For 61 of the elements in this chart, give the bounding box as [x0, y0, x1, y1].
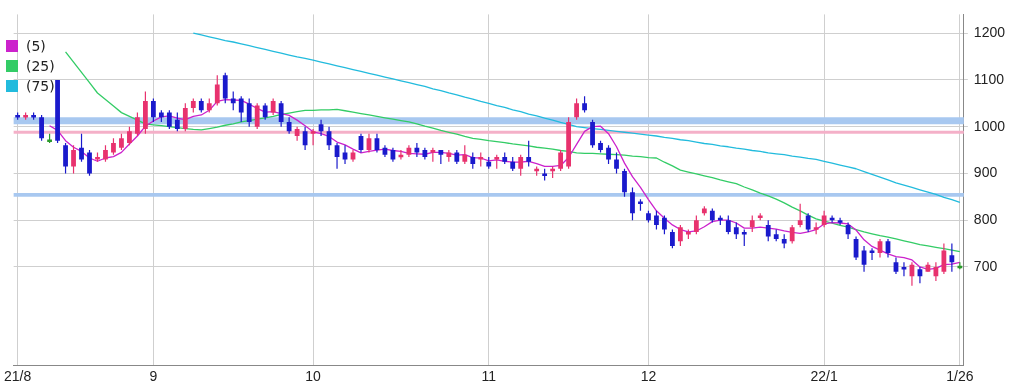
candlestick: [789, 224, 795, 245]
candlestick: [813, 221, 819, 235]
legend-label: (75): [26, 77, 55, 96]
candlestick: [127, 126, 132, 146]
candlestick: [837, 217, 843, 226]
candlestick: [230, 90, 236, 111]
candlestick: [662, 214, 667, 235]
candlestick: [765, 219, 771, 242]
candlestick: [590, 119, 595, 149]
y-tick-label: 700: [973, 257, 998, 274]
x-tick-label: 12: [640, 368, 657, 385]
candlestick: [518, 154, 524, 177]
candlestick: [614, 151, 619, 175]
candlestick: [166, 109, 172, 130]
candlestick: [949, 242, 955, 273]
candlestick: [63, 142, 68, 175]
candlestick: [278, 100, 284, 128]
candlestick: [805, 212, 811, 233]
candlestick: [174, 112, 180, 132]
y-tick-label: 900: [973, 164, 998, 181]
candlestick: [622, 168, 627, 198]
candlestick: [135, 112, 140, 137]
x-tick-label: 22/1: [810, 368, 838, 385]
y-tick-label: 1000: [973, 117, 1006, 134]
y-tick-label: 1200: [973, 23, 1006, 40]
candlestick: [87, 149, 92, 177]
candlestick: [150, 97, 156, 123]
candlestick: [693, 214, 699, 235]
legend-label: (25): [26, 57, 55, 76]
candlestick: [725, 214, 731, 235]
legend-label: (5): [26, 37, 46, 56]
candlestick: [574, 97, 579, 121]
x-tick-label: 11: [481, 368, 497, 385]
candlestick: [254, 102, 260, 130]
y-tick-label: 800: [973, 211, 998, 228]
candlestick: [79, 133, 84, 163]
candlestick: [526, 140, 532, 168]
x-tick-label: 10: [305, 368, 322, 385]
candlestick: [39, 114, 44, 142]
candlestick: [678, 224, 683, 247]
candlestick: [462, 144, 468, 165]
x-tick-label: 21/8: [4, 368, 32, 385]
candlestick: [310, 128, 316, 146]
candlestick: [414, 142, 420, 158]
candlestick: [654, 210, 659, 231]
candlestick: [606, 144, 611, 165]
candlestick: [246, 97, 252, 128]
y-tick-label: 1100: [973, 70, 1005, 87]
candlestick: [238, 95, 244, 123]
candlestick: [182, 102, 188, 132]
candlestick: [430, 147, 436, 163]
x-tick-label: 9: [149, 368, 158, 385]
candlestick: [941, 242, 947, 275]
candlestick: [214, 74, 220, 107]
x-tick-label: 1/26: [946, 368, 974, 385]
candlestick: [797, 203, 803, 228]
candlestick: [630, 186, 635, 221]
candlestick: [670, 228, 675, 249]
candlestick: [71, 144, 76, 175]
candlestick: [222, 72, 228, 104]
candlestick: [558, 149, 564, 172]
